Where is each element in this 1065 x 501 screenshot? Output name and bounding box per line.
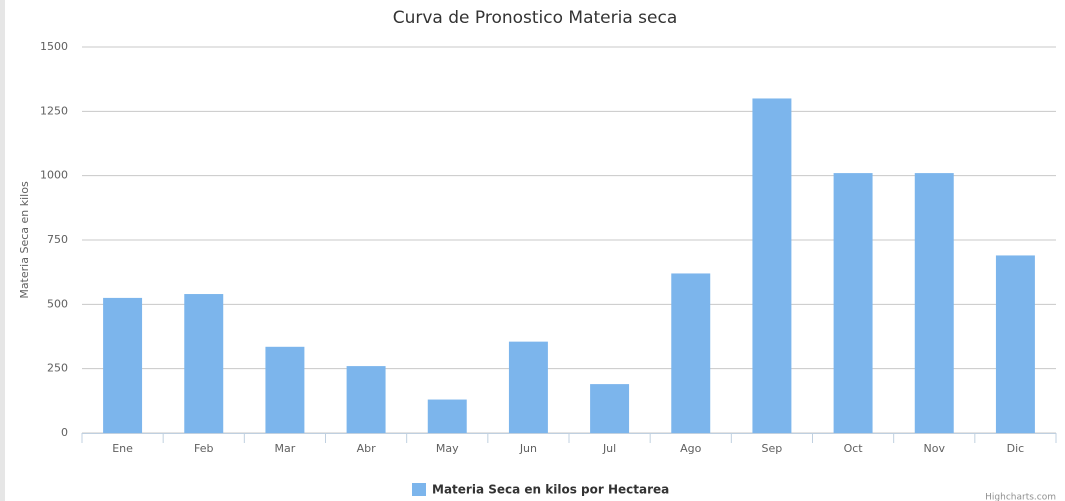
bar [590, 384, 630, 433]
x-tick-label: Jun [519, 442, 537, 455]
y-tick-label: 750 [47, 233, 68, 246]
bar [346, 366, 386, 433]
bar [671, 273, 711, 433]
x-tick-label: Oct [844, 442, 864, 455]
x-tick-label: Ago [680, 442, 702, 455]
chart-title: Curva de Pronostico Materia seca [393, 8, 678, 28]
y-tick-label: 500 [47, 297, 68, 310]
bar [752, 98, 792, 433]
y-tick-label: 1000 [40, 169, 68, 182]
x-tick-label: Ene [112, 442, 133, 455]
x-tick-label: Dic [1007, 442, 1025, 455]
x-tick-label: Jul [602, 442, 616, 455]
credits[interactable]: Highcharts.com [985, 493, 1056, 501]
bar [103, 297, 143, 433]
y-tick-label: 250 [47, 362, 68, 375]
bar [914, 173, 954, 434]
bar [184, 294, 224, 433]
bar [833, 173, 873, 434]
bar [427, 399, 467, 433]
y-tick-label: 1250 [40, 104, 68, 117]
legend-swatch [412, 483, 426, 496]
legend-label: Materia Seca en kilos por Hectarea [432, 483, 669, 497]
left-border [0, 0, 5, 501]
bar [265, 346, 305, 433]
y-tick-label: 1500 [40, 40, 68, 53]
x-tick-label: Abr [357, 442, 377, 455]
x-tick-label: Feb [194, 442, 213, 455]
x-tick-label: Mar [275, 442, 296, 455]
y-tick-label: 0 [61, 426, 68, 439]
y-axis-title: Materia Seca en kilos [18, 181, 31, 299]
x-tick-label: Nov [924, 442, 946, 455]
bar [508, 341, 548, 433]
x-tick-label: May [436, 442, 459, 455]
x-tick-label: Sep [762, 442, 783, 455]
bar [995, 255, 1035, 433]
